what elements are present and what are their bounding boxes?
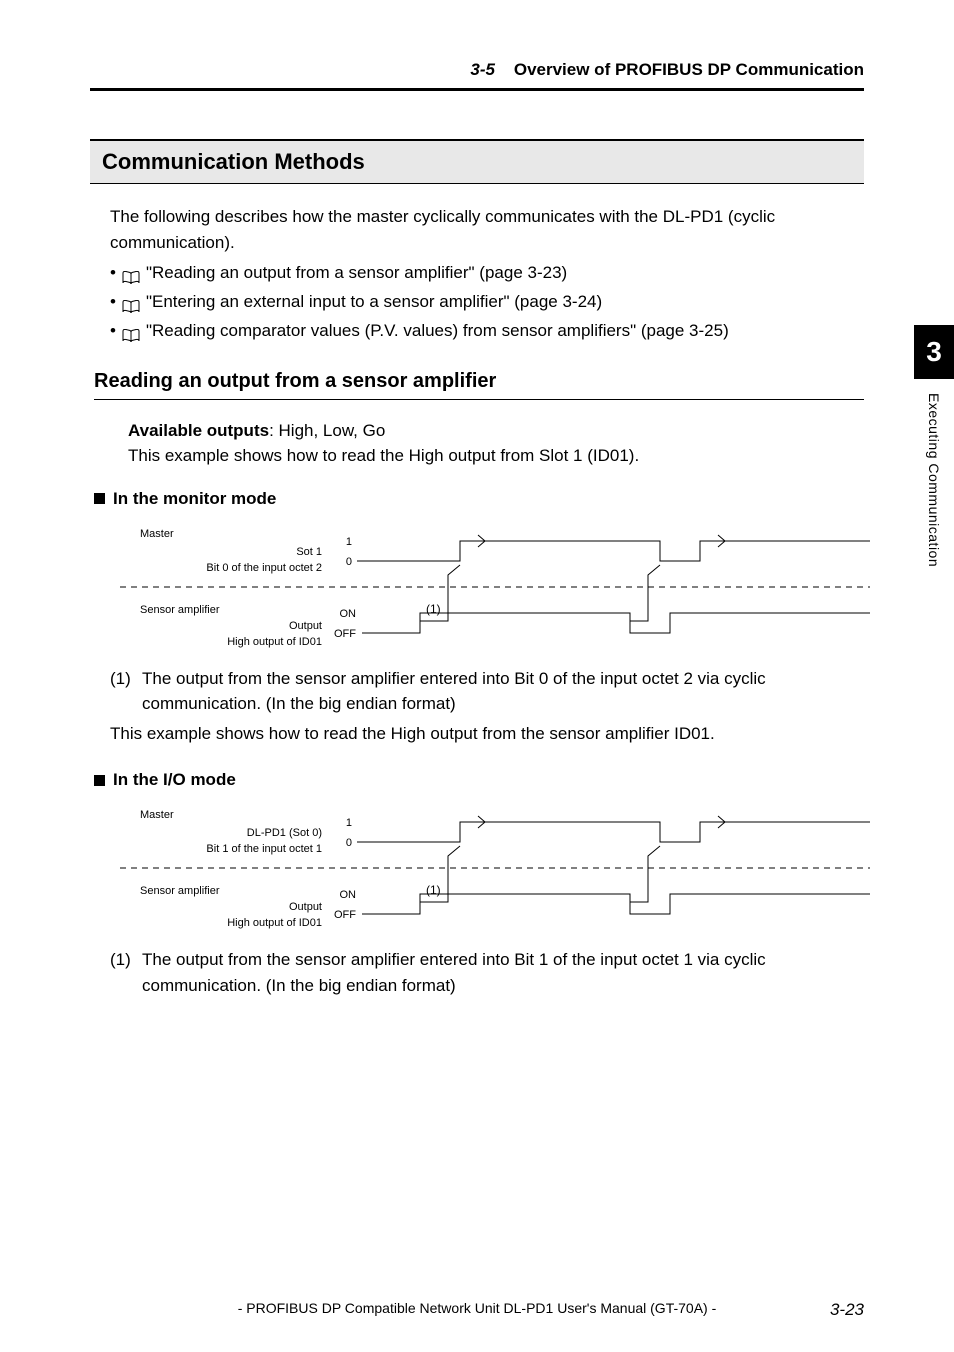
d1-amp-sub2: High output of ID01 [227,636,322,648]
section-number: 3-5 [470,60,495,79]
mode1-heading-text: In the monitor mode [113,489,276,509]
bullet-dot: • [110,259,116,288]
d1-callout: (1) [426,602,441,616]
d2-y2-top: ON [340,889,357,901]
d2-amp-sub1: Output [289,901,322,913]
d2-y1-top: 1 [346,817,352,829]
d1-y2-top: ON [340,608,357,620]
d2-master-sub1: DL-PD1 (Sot 0) [247,827,322,839]
d1-y1-bot: 0 [346,556,352,568]
main-heading-box: Communication Methods [90,139,864,184]
bullet-dot: • [110,288,116,317]
book-icon [122,266,140,280]
d2-amp-label: Sensor amplifier [140,885,220,897]
bullet-list: • "Reading an output from a sensor ampli… [110,259,864,346]
footer-text: - PROFIBUS DP Compatible Network Unit DL… [0,1300,954,1316]
numbered1-num: (1) [110,666,142,717]
bullet-dot: • [110,317,116,346]
d1-amp-sub1: Output [289,620,322,632]
side-tab-number: 3 [914,325,954,379]
intro-text: The following describes how the master c… [110,204,864,255]
d1-master-sub1: Sot 1 [296,546,322,558]
bullet-item: • "Reading an output from a sensor ampli… [110,259,864,288]
diagram2: Master DL-PD1 (Sot 0) Bit 1 of the input… [100,802,864,935]
timing-diagram-1: Master Sot 1 Bit 0 of the input octet 2 … [100,521,870,649]
mode2-heading-text: In the I/O mode [113,770,236,790]
bullet-text: "Reading an output from a sensor amplifi… [146,259,567,288]
timing-diagram-2: Master DL-PD1 (Sot 0) Bit 1 of the input… [100,802,870,930]
d2-amp-sub2: High output of ID01 [227,917,322,929]
numbered2: (1) The output from the sensor amplifier… [110,947,864,998]
available-label: Available outputs [128,421,269,440]
square-bullet-icon [94,775,105,786]
availability-block: Available outputs: High, Low, Go This ex… [128,418,864,469]
plain1-text: This example shows how to read the High … [110,721,864,747]
page-number: 3-23 [830,1300,864,1320]
d1-y1-top: 1 [346,536,352,548]
page-content: 3-5 Overview of PROFIBUS DP Communicatio… [0,0,954,1352]
side-tab-text: Executing Communication [926,393,942,567]
bullet-text: "Reading comparator values (P.V. values)… [146,317,729,346]
book-icon [122,295,140,309]
available-values: : High, Low, Go [269,421,385,440]
d2-master-label: Master [140,809,174,821]
available-outputs-line: Available outputs: High, Low, Go [128,418,864,444]
d2-master-sub2: Bit 1 of the input octet 1 [206,843,322,855]
bullet-item: • "Reading comparator values (P.V. value… [110,317,864,346]
main-heading: Communication Methods [102,149,852,175]
side-tab: 3 Executing Communication [914,325,954,567]
header-rule [90,88,864,91]
mode1-heading: In the monitor mode [94,489,864,509]
d2-y2-bot: OFF [334,909,356,921]
numbered2-num: (1) [110,947,142,998]
bullet-item: • "Entering an external input to a senso… [110,288,864,317]
d1-master-label: Master [140,528,174,540]
d2-callout: (1) [426,883,441,897]
section-spacer [500,60,509,79]
d1-master-sub2: Bit 0 of the input octet 2 [206,562,322,574]
numbered1-text: The output from the sensor amplifier ent… [142,666,864,717]
square-bullet-icon [94,493,105,504]
diagram1: Master Sot 1 Bit 0 of the input octet 2 … [100,521,864,654]
numbered1: (1) The output from the sensor amplifier… [110,666,864,717]
d1-amp-label: Sensor amplifier [140,604,220,616]
d2-y1-bot: 0 [346,837,352,849]
example-text: This example shows how to read the High … [128,443,864,469]
header-section: 3-5 Overview of PROFIBUS DP Communicatio… [90,60,864,80]
book-icon [122,324,140,338]
sub-heading-row: Reading an output from a sensor amplifie… [94,370,864,400]
numbered2-text: The output from the sensor amplifier ent… [142,947,864,998]
bullet-text: "Entering an external input to a sensor … [146,288,602,317]
sub-heading: Reading an output from a sensor amplifie… [94,370,864,393]
d1-y2-bot: OFF [334,628,356,640]
mode2-heading: In the I/O mode [94,770,864,790]
section-title: Overview of PROFIBUS DP Communication [514,60,864,79]
